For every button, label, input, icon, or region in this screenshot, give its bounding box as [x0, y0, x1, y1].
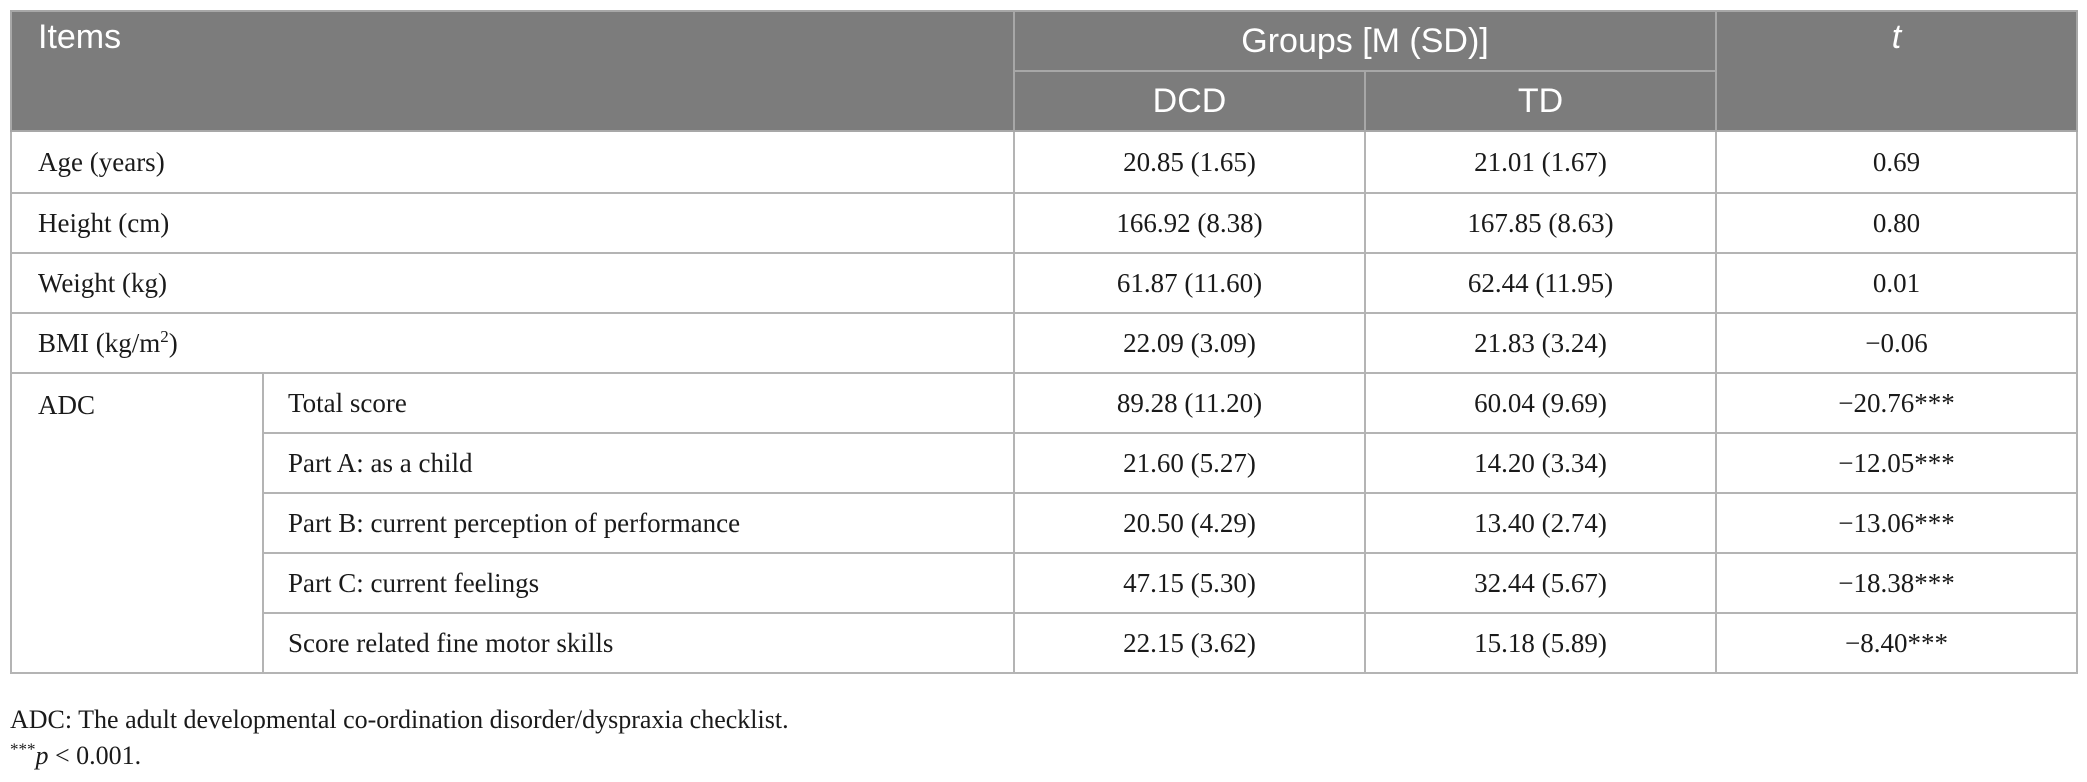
header-items: Items	[10, 10, 1015, 132]
table-row: Part B: current perception of performanc…	[11, 492, 2079, 554]
dcd-value: 22.15 (3.62)	[1013, 612, 1366, 674]
table-row: Part C: current feelings 47.15 (5.30) 32…	[11, 552, 2079, 614]
footnote-p: p	[35, 741, 49, 770]
t-value: −8.40***	[1715, 612, 2079, 674]
adc-row-label: Part B: current perception of performanc…	[262, 492, 1015, 554]
table-header: Items Groups [M (SD)] t DCD TD	[10, 10, 2079, 132]
td-value: 13.40 (2.74)	[1363, 492, 1718, 554]
footnote-adc: ADC: The adult developmental co-ordinati…	[10, 705, 789, 734]
footnote-stars: ***	[10, 739, 36, 759]
t-value: −12.05***	[1715, 432, 2079, 494]
adc-row-label: Part A: as a child	[262, 432, 1015, 494]
table-row: Score related fine motor skills 22.15 (3…	[11, 612, 2079, 674]
td-value: 62.44 (11.95)	[1363, 252, 1718, 314]
results-table-container: Items Groups [M (SD)] t DCD TD Age (year…	[10, 10, 2079, 674]
footnote-significance: ***p < 0.001.	[10, 738, 789, 774]
adc-row-label: Part C: current feelings	[262, 552, 1015, 614]
table-row: BMI (kg/m2) 22.09 (3.09) 21.83 (3.24) −0…	[10, 312, 2079, 374]
row-label: Weight (kg)	[10, 252, 1015, 314]
table-row: Age (years) 20.85 (1.65) 21.01 (1.67) 0.…	[10, 130, 2079, 194]
table-row: ADC Total score 89.28 (11.20) 60.04 (9.6…	[10, 372, 2079, 674]
t-value: −18.38***	[1715, 552, 2079, 614]
dcd-value: 166.92 (8.38)	[1013, 192, 1366, 254]
dcd-value: 61.87 (11.60)	[1013, 252, 1366, 314]
row-label: Height (cm)	[10, 192, 1015, 254]
dcd-value: 20.50 (4.29)	[1013, 492, 1366, 554]
td-value: 14.20 (3.34)	[1363, 432, 1718, 494]
td-value: 21.83 (3.24)	[1363, 312, 1718, 374]
row-label-bmi: BMI (kg/m2)	[10, 312, 1015, 374]
header-t: t	[1715, 10, 2079, 132]
td-value: 167.85 (8.63)	[1363, 192, 1718, 254]
dcd-value: 20.85 (1.65)	[1013, 130, 1366, 194]
t-value: −20.76***	[1715, 372, 2079, 434]
td-value: 60.04 (9.69)	[1363, 372, 1718, 434]
td-value: 21.01 (1.67)	[1363, 130, 1718, 194]
adc-row-label: Total score	[262, 372, 1015, 434]
t-value: 0.69	[1715, 130, 2079, 194]
header-td: TD	[1363, 70, 1718, 132]
t-value: −13.06***	[1715, 492, 2079, 554]
table-footnotes: ADC: The adult developmental co-ordinati…	[10, 702, 789, 774]
row-label: Age (years)	[10, 130, 1015, 194]
t-value: 0.01	[1715, 252, 2079, 314]
dcd-value: 89.28 (11.20)	[1013, 372, 1366, 434]
table-row: Height (cm) 166.92 (8.38) 167.85 (8.63) …	[10, 192, 2079, 254]
adc-group-label: ADC	[10, 372, 264, 674]
bmi-label-superscript: 2	[160, 326, 169, 346]
bmi-label-close: )	[168, 327, 178, 358]
header-dcd: DCD	[1013, 70, 1366, 132]
td-value: 32.44 (5.67)	[1363, 552, 1718, 614]
footnote-threshold: < 0.001.	[48, 741, 142, 770]
dcd-value: 22.09 (3.09)	[1013, 312, 1366, 374]
td-value: 15.18 (5.89)	[1363, 612, 1718, 674]
dcd-value: 21.60 (5.27)	[1013, 432, 1366, 494]
table-row: Weight (kg) 61.87 (11.60) 62.44 (11.95) …	[10, 252, 2079, 314]
dcd-value: 47.15 (5.30)	[1013, 552, 1366, 614]
header-groups: Groups [M (SD)]	[1012, 10, 1718, 72]
bmi-label-text: BMI (kg/m	[38, 327, 161, 358]
results-table: Items Groups [M (SD)] t DCD TD Age (year…	[10, 10, 2079, 674]
t-value: 0.80	[1715, 192, 2079, 254]
table-body: Age (years) 20.85 (1.65) 21.01 (1.67) 0.…	[10, 130, 2079, 674]
adc-row-label: Score related fine motor skills	[262, 612, 1015, 674]
t-value: −0.06	[1715, 312, 2079, 374]
table-row: Part A: as a child 21.60 (5.27) 14.20 (3…	[11, 432, 2079, 494]
